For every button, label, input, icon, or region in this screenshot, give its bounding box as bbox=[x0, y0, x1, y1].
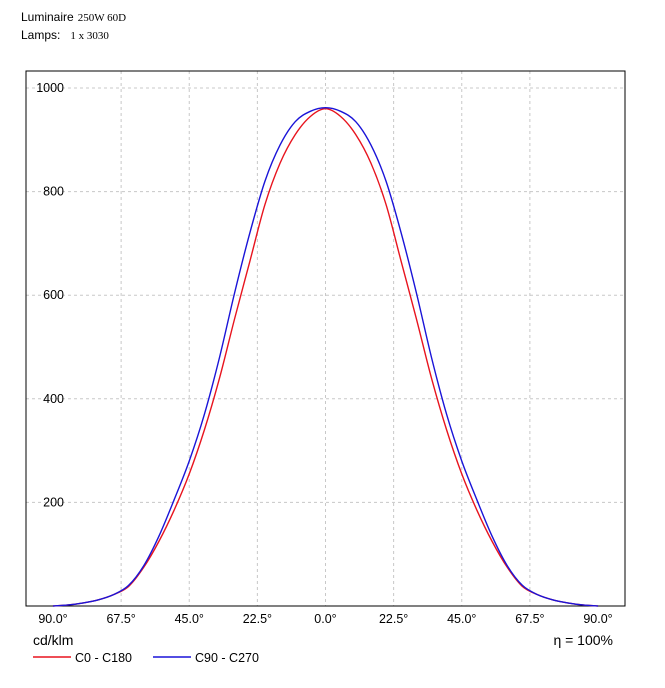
series-line-c0-c180 bbox=[52, 108, 599, 607]
y-tick-label: 400 bbox=[43, 392, 64, 406]
x-tick-label: 67.5° bbox=[515, 612, 544, 626]
x-tick-label: 22.5° bbox=[243, 612, 272, 626]
x-tick-labels: 90.0° 67.5° 45.0° 22.5° 0.0° 22.5° 45.0° 67.5° 9… bbox=[38, 612, 612, 626]
lamps-info: Lamps: 1 x 3030 bbox=[21, 28, 109, 42]
legend-label: C90 - C270 bbox=[195, 651, 259, 665]
series-line-c90-c270 bbox=[52, 106, 599, 607]
y-tick-label: 600 bbox=[43, 288, 64, 302]
grid-lines bbox=[26, 71, 625, 606]
y-axis-label: cd/klm bbox=[33, 632, 73, 648]
y-tick-label: 200 bbox=[43, 495, 64, 509]
y-tick-labels: 1000 800 600 400 200 bbox=[36, 81, 64, 509]
efficiency-label: η = 100% bbox=[553, 632, 613, 648]
x-tick-label: 90.0° bbox=[38, 612, 67, 626]
x-tick-label: 45.0° bbox=[175, 612, 204, 626]
lamps-value: 1 x 3030 bbox=[70, 30, 109, 42]
lamps-label: Lamps: bbox=[21, 28, 61, 42]
y-tick-label: 1000 bbox=[36, 81, 64, 95]
x-tick-label: 67.5° bbox=[106, 612, 135, 626]
luminaire-label: Luminaire bbox=[21, 10, 74, 24]
x-tick-label: 45.0° bbox=[447, 612, 476, 626]
x-tick-label: 90.0° bbox=[583, 612, 612, 626]
plot-frame bbox=[25, 70, 626, 607]
y-tick-label: 800 bbox=[43, 185, 64, 199]
x-tick-label: 22.5° bbox=[379, 612, 408, 626]
luminaire-value: 250W 60D bbox=[77, 12, 127, 24]
series-lines bbox=[52, 106, 599, 607]
x-tick-label: 0.0° bbox=[314, 612, 336, 626]
legend-label: C0 - C180 bbox=[75, 651, 132, 665]
legend: C0 - C180 C90 - C270 bbox=[33, 651, 259, 665]
luminaire-info: Luminaire 250W 60D bbox=[21, 10, 126, 24]
